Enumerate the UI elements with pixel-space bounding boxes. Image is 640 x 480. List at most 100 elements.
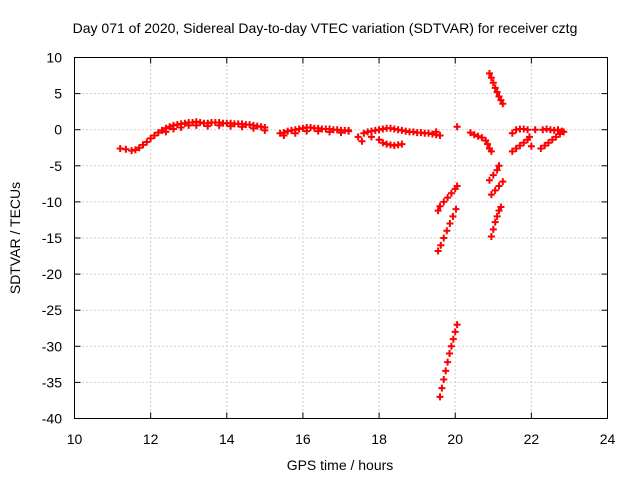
data-point — [192, 121, 200, 129]
x-tick-label: 22 — [524, 431, 540, 447]
data-point — [447, 189, 455, 197]
y-tick-label: -30 — [42, 338, 62, 354]
data-point — [554, 126, 562, 134]
data-point — [446, 350, 454, 358]
data-point — [487, 74, 495, 82]
data-point — [227, 122, 235, 130]
data-point — [484, 140, 492, 148]
series-track-f — [434, 182, 461, 255]
data-point — [354, 133, 362, 141]
data-point — [169, 125, 177, 133]
data-point — [487, 191, 495, 199]
data-point — [440, 234, 448, 242]
series-track-d-isolated — [345, 123, 539, 150]
data-point — [447, 342, 455, 350]
y-tick-label: -5 — [50, 158, 63, 174]
data-point — [375, 136, 383, 144]
y-tick-label: -35 — [42, 374, 62, 390]
data-point — [367, 133, 375, 141]
y-tick-label: -15 — [42, 230, 62, 246]
data-point — [453, 123, 461, 131]
x-tick-label: 20 — [447, 431, 463, 447]
data-point — [491, 218, 499, 226]
plot-frame — [74, 57, 608, 419]
data-point — [139, 141, 147, 149]
data-point — [493, 166, 501, 174]
x-tick-label: 16 — [295, 431, 311, 447]
ticks: 10 12 14 16 18 20 22 24 10 5 0 -5 -10 -15 -20 -25 -30 -35… — [42, 50, 616, 448]
data-point — [442, 367, 450, 375]
data-point — [436, 202, 444, 210]
data-point — [261, 126, 269, 134]
data-point — [531, 126, 539, 134]
data-points — [116, 69, 568, 401]
data-point — [122, 145, 130, 153]
data-point — [249, 124, 257, 132]
data-point — [379, 139, 387, 147]
data-point — [291, 129, 299, 137]
y-tick-label: 0 — [54, 122, 62, 138]
data-point — [482, 137, 490, 145]
data-point — [434, 247, 442, 255]
series-track-i — [485, 162, 507, 241]
data-point — [466, 129, 474, 137]
data-point — [489, 171, 497, 179]
data-point — [453, 182, 461, 190]
series-track-e-steep — [436, 321, 461, 401]
data-point — [485, 69, 493, 77]
data-point — [478, 134, 486, 142]
data-point — [499, 100, 507, 108]
data-point — [135, 144, 143, 152]
data-point — [493, 212, 501, 220]
y-axis-label: SDTVAR / TECUs — [7, 182, 23, 294]
y-tick-label: -20 — [42, 266, 62, 282]
data-point — [453, 321, 461, 329]
data-point — [491, 84, 499, 92]
data-point — [524, 126, 532, 134]
data-point — [520, 139, 528, 147]
data-point — [449, 212, 457, 220]
data-point — [491, 186, 499, 194]
y-tick-label: -40 — [42, 411, 62, 427]
y-tick-label: 10 — [46, 50, 62, 66]
data-point — [150, 131, 158, 139]
data-point — [495, 92, 503, 100]
data-point — [508, 129, 516, 137]
data-point — [444, 194, 452, 202]
data-point — [434, 207, 442, 215]
data-point — [436, 131, 444, 139]
data-point — [489, 79, 497, 87]
data-point — [303, 127, 311, 135]
data-point — [474, 132, 482, 140]
data-point — [541, 142, 549, 150]
data-point — [444, 358, 452, 366]
data-point — [162, 128, 170, 136]
data-point — [452, 205, 460, 213]
data-point — [143, 138, 151, 146]
data-point — [154, 129, 162, 137]
data-point — [440, 376, 448, 384]
data-point — [185, 121, 193, 129]
y-tick-label: 5 — [54, 86, 62, 102]
data-point — [280, 131, 288, 139]
data-point — [489, 225, 497, 233]
y-tick-label: -25 — [42, 302, 62, 318]
data-point — [493, 88, 501, 96]
series-track-g — [466, 129, 495, 155]
data-point — [487, 233, 495, 241]
data-point — [449, 335, 457, 343]
data-point — [432, 128, 440, 136]
data-point — [497, 203, 505, 211]
x-axis-label: GPS time / hours — [287, 457, 394, 473]
data-point — [487, 147, 495, 155]
chart-title: Day 071 of 2020, Sidereal Day-to-day VTE… — [73, 20, 578, 36]
data-point — [525, 133, 533, 141]
data-point — [485, 176, 493, 184]
data-point — [516, 142, 524, 150]
data-point — [512, 144, 520, 152]
data-point — [537, 144, 545, 152]
data-point — [204, 122, 212, 130]
data-point — [177, 124, 185, 132]
